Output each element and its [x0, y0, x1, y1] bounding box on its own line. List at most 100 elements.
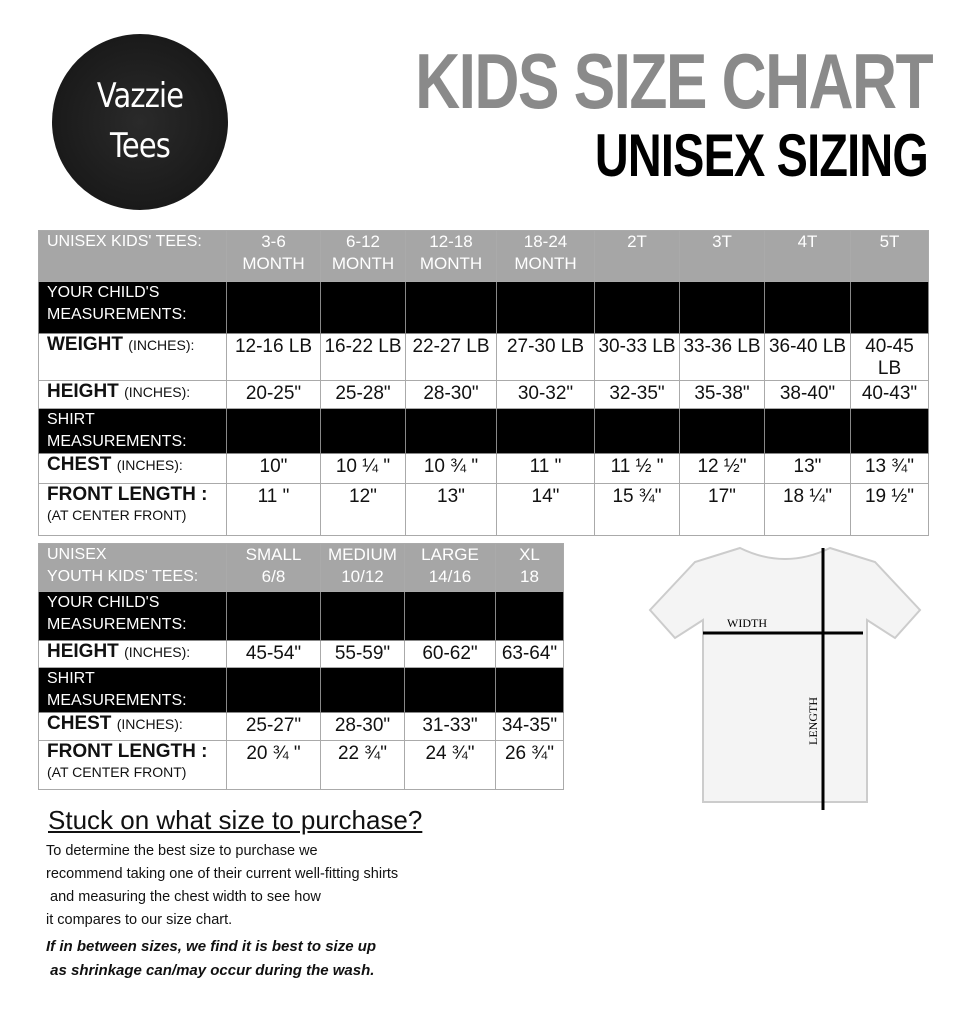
row-label: YOUR CHILD'S MEASUREMENTS: — [38, 281, 227, 334]
table-row: CHEST (INCHES): 25-27" 28-30" 31-33" 34-35" — [38, 712, 564, 741]
table-cell: 20-25" — [226, 380, 321, 409]
table-cell: 38-40" — [764, 380, 851, 409]
row-label: CHEST (INCHES): — [38, 712, 227, 741]
size-header: LARGE 14/16 — [404, 543, 496, 592]
row-label: FRONT LENGTH : (AT CENTER FRONT) — [38, 740, 227, 790]
size-header: 6-12 MONTH — [320, 230, 406, 282]
table-cell — [226, 281, 321, 334]
table-cell: 11 " — [496, 453, 595, 484]
tshirt-measurement-diagram: WIDTH LENGTH — [648, 546, 922, 810]
table-cell: 40-45 LB — [850, 333, 929, 381]
row-label-text: CHEST — [47, 454, 112, 476]
size-header: 18-24 MONTH — [496, 230, 595, 282]
table-cell: 26 ¾" — [495, 740, 564, 790]
table-cell: 12 ½" — [679, 453, 765, 484]
table-cell — [764, 408, 851, 454]
table-cell — [496, 408, 595, 454]
table-cell: 17" — [679, 483, 765, 536]
table-cell: 15 ¾" — [594, 483, 680, 536]
table-cell — [404, 667, 496, 713]
logo-text-line1: Vazzie — [96, 76, 184, 116]
size-header: 2T — [594, 230, 680, 282]
vazzie-tees-logo: Vazzie Tees — [52, 34, 228, 210]
table-cell — [226, 408, 321, 454]
row-unit: (INCHES): — [116, 716, 183, 732]
table-cell: 35-38" — [679, 380, 765, 409]
table-cell — [320, 408, 406, 454]
length-label: LENGTH — [806, 697, 820, 745]
width-label: WIDTH — [727, 616, 767, 630]
sizing-note: If in between sizes, we find it is best … — [46, 938, 377, 979]
row-sublabel: (AT CENTER FRONT) — [47, 507, 187, 523]
table-cell: 24 ¾" — [404, 740, 496, 790]
table-cell — [594, 408, 680, 454]
table-cell — [404, 591, 496, 641]
table-cell: 22-27 LB — [405, 333, 497, 381]
row-label: HEIGHT (INCHES): — [38, 380, 227, 409]
table-cell: 28-30" — [320, 712, 405, 741]
row-label: YOUR CHILD'S MEASUREMENTS: — [38, 591, 227, 641]
table-cell: 27-30 LB — [496, 333, 595, 381]
row-label-text: CHEST — [47, 713, 112, 735]
table-cell: 34-35" — [495, 712, 564, 741]
table-cell — [594, 281, 680, 334]
table-row: HEIGHT (INCHES): 20-25" 25-28" 28-30" 30-32"… — [38, 380, 929, 409]
row-label: SHIRT MEASUREMENTS: — [38, 408, 227, 454]
table-cell — [679, 281, 765, 334]
table-cell: 14" — [496, 483, 595, 536]
table-cell — [405, 408, 497, 454]
size-header: 5T — [850, 230, 929, 282]
page-title: KIDS SIZE CHART — [415, 37, 933, 125]
row-label: WEIGHT (INCHES): — [38, 333, 227, 381]
table-cell: 31-33" — [404, 712, 496, 741]
table-cell: 18 ¼" — [764, 483, 851, 536]
help-body: To determine the best size to purchase w… — [46, 843, 399, 928]
section-row: YOUR CHILD'S MEASUREMENTS: — [38, 281, 929, 334]
table-cell: 32-35" — [594, 380, 680, 409]
row-label-text: YOUR CHILD'S MEASUREMENTS: — [47, 594, 187, 633]
table-cell: 13" — [405, 483, 497, 536]
row-unit: (INCHES): — [128, 337, 195, 353]
table-cell — [320, 591, 405, 641]
table-cell — [850, 281, 929, 334]
table-row: FRONT LENGTH : (AT CENTER FRONT) 11 " 12" 13… — [38, 483, 929, 536]
youth-size-table: UNISEX YOUTH KIDS' TEES: SMALL 6/8 MEDIUM … — [38, 543, 564, 790]
table-cell: 25-27" — [226, 712, 321, 741]
row-label-text: WEIGHT — [47, 334, 123, 356]
size-header: 12-18 MONTH — [405, 230, 497, 282]
table-cell: 10" — [226, 453, 321, 484]
row-unit: (INCHES): — [124, 384, 191, 400]
table-cell: 25-28" — [320, 380, 406, 409]
table-cell: 13" — [764, 453, 851, 484]
table-cell: 60-62" — [404, 640, 496, 668]
size-header: 3-6 MONTH — [226, 230, 321, 282]
table-cell: 10 ¾ " — [405, 453, 497, 484]
table-row: WEIGHT (INCHES): 12-16 LB 16-22 LB 22-27 LB… — [38, 333, 929, 381]
table-cell — [764, 281, 851, 334]
row-label: SHIRT MEASUREMENTS: — [38, 667, 227, 713]
table-cell — [495, 591, 564, 641]
row-label: FRONT LENGTH : (AT CENTER FRONT) — [38, 483, 227, 536]
table-row: HEIGHT (INCHES): 45-54" 55-59" 60-62" 63-64" — [38, 640, 564, 668]
table-cell — [496, 281, 595, 334]
page-subtitle: UNISEX SIZING — [594, 122, 929, 189]
table-cell — [850, 408, 929, 454]
logo-text-line2: Tees — [110, 126, 171, 166]
table-cell: 55-59" — [320, 640, 405, 668]
section-row: SHIRT MEASUREMENTS: — [38, 408, 929, 454]
table-cell: 30-32" — [496, 380, 595, 409]
row-unit: (INCHES): — [124, 644, 191, 660]
table-cell — [226, 667, 321, 713]
size-header: SMALL 6/8 — [226, 543, 321, 592]
header-row: UNISEX YOUTH KIDS' TEES: SMALL 6/8 MEDIUM … — [38, 543, 564, 592]
row-label-text: FRONT LENGTH : — [47, 741, 208, 763]
row-label: HEIGHT (INCHES): — [38, 640, 227, 668]
row-sublabel: (AT CENTER FRONT) — [47, 764, 187, 780]
table-cell: 19 ½" — [850, 483, 929, 536]
row-unit: (INCHES): — [116, 457, 183, 473]
table-cell: 11 ½ " — [594, 453, 680, 484]
header-label: UNISEX YOUTH KIDS' TEES: — [38, 543, 227, 592]
size-header: 3T — [679, 230, 765, 282]
section-row: YOUR CHILD'S MEASUREMENTS: — [38, 591, 564, 641]
table-cell: 11 " — [226, 483, 321, 536]
